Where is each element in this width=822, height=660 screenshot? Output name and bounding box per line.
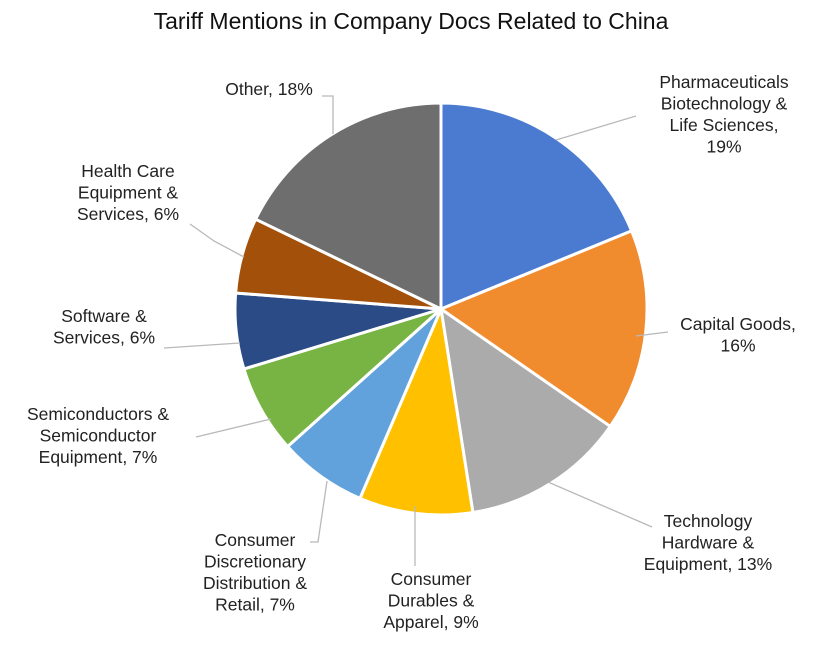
data-label: Capital Goods, 16%: [680, 314, 796, 356]
data-label-line: Services, 6%: [53, 328, 155, 348]
pie-slice-other: [254, 101, 443, 311]
data-label-line: Equipment, 7%: [39, 447, 158, 467]
data-label-line: Equipment, 13%: [644, 554, 772, 574]
data-label-line: Semiconductors &: [27, 404, 169, 424]
data-label-line: Retail, 7%: [215, 595, 295, 615]
leader-line: [163, 342, 241, 349]
data-label-line: Pharmaceuticals: [659, 72, 789, 92]
pie-slices: [233, 101, 649, 517]
data-label-line: Other, 18%: [225, 79, 313, 99]
data-label-line: Biotechnology &: [661, 94, 788, 114]
leader-line: [195, 418, 272, 438]
data-label-line: 19%: [706, 137, 741, 157]
data-label: Pharmaceuticals Biotechnology & Life Scien…: [659, 72, 789, 157]
data-label-line: Semiconductor: [40, 426, 157, 446]
data-label-line: Equipment &: [78, 183, 179, 203]
leader-line: [310, 480, 328, 543]
data-label-line: Health Care: [81, 161, 174, 181]
data-label-line: Software &: [61, 306, 147, 326]
data-label-line: Services, 6%: [77, 204, 179, 224]
data-label-line: Consumer: [215, 530, 296, 550]
data-label: Health Care Equipment & Services, 6%: [77, 161, 179, 224]
leader-line: [555, 115, 637, 141]
data-label-line: Life Sciences,: [670, 115, 779, 135]
pie-slice-capital-goods: [439, 229, 649, 428]
data-label: Software & Services, 6%: [53, 306, 155, 348]
data-label: Semiconductors & Semiconductor Equipment, …: [27, 404, 169, 467]
chart-title: Tariff Mentions in Company Docs Related …: [153, 8, 669, 34]
leader-line: [189, 223, 245, 258]
leader-line: [547, 481, 653, 528]
data-label: Consumer Durables & Apparel, 9%: [383, 569, 478, 632]
pie-labels: Pharmaceuticals Biotechnology & Life Scien…: [27, 72, 796, 632]
data-label: Other, 18%: [225, 79, 313, 99]
pie-slice-pharmaceuticals-biotechnology-life-sciences: [439, 101, 634, 311]
data-label-line: Distribution &: [203, 573, 307, 593]
data-label-line: 16%: [720, 336, 755, 356]
data-label-line: Discretionary: [204, 552, 306, 572]
data-label: Consumer Discretionary Distribution & Retai…: [203, 530, 307, 615]
leader-line: [322, 95, 334, 134]
data-label-line: Durables &: [388, 591, 475, 611]
data-label-line: Capital Goods,: [680, 314, 796, 334]
data-label: Technology Hardware & Equipment, 13%: [644, 511, 772, 574]
data-label-line: Technology: [664, 511, 753, 531]
data-label-line: Hardware &: [662, 533, 755, 553]
data-label-line: Consumer: [391, 569, 472, 589]
data-label-line: Apparel, 9%: [383, 612, 478, 632]
leader-line: [635, 331, 669, 337]
